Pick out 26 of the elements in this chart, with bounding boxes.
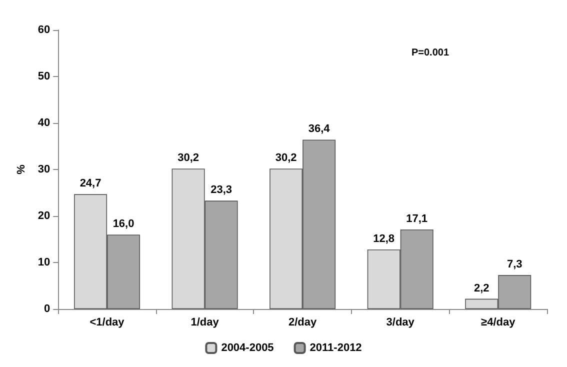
data-label: 2,2 — [474, 282, 490, 294]
data-label: 30,2 — [275, 152, 297, 164]
x-tick-label: 1/day — [190, 316, 220, 328]
data-label: 30,2 — [178, 152, 200, 164]
x-tick-label: ≥4/day — [481, 316, 516, 328]
legend-label: 2011-2012 — [310, 342, 362, 354]
annotation: P=0.001 — [411, 48, 450, 58]
data-label: 17,1 — [406, 212, 428, 225]
x-tick-label: <1/day — [90, 316, 126, 328]
data-label: 36,4 — [308, 123, 331, 136]
y-axis-title: % — [16, 164, 28, 174]
x-tick-label: 3/day — [386, 316, 416, 328]
y-tick-label: 30 — [38, 164, 50, 176]
data-label: 7,3 — [506, 258, 522, 271]
legend-label: 2004-2005 — [221, 342, 274, 354]
y-tick-label: 0 — [44, 303, 50, 315]
y-tick-label: 10 — [38, 256, 50, 268]
data-label: 24,7 — [80, 178, 102, 190]
x-tick-label: 2/day — [288, 316, 318, 328]
y-tick-label: 60 — [38, 24, 50, 36]
data-label: 16,0 — [112, 218, 134, 230]
y-tick-label: 20 — [38, 210, 50, 222]
data-label: 12,8 — [373, 232, 395, 245]
data-label: 23,3 — [210, 184, 232, 196]
y-tick-label: 50 — [38, 70, 50, 82]
y-tick-label: 40 — [38, 117, 50, 129]
